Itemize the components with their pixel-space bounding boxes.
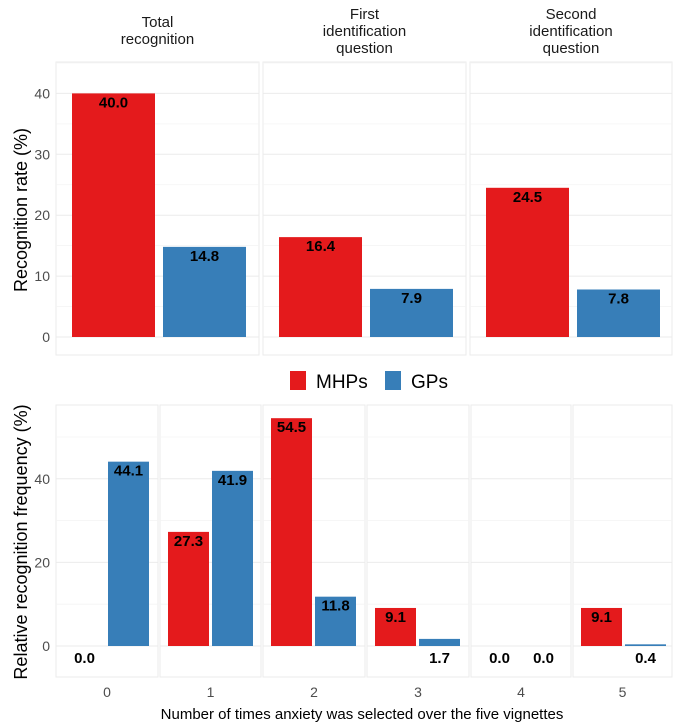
bottom-x-axis-title: Number of times anxiety was selected ove… bbox=[161, 706, 564, 723]
bottom-y-axis-title: Relative recognition frequency (%) bbox=[11, 404, 31, 679]
category-panel-2: 54.5 11.8 2 bbox=[262, 404, 366, 700]
bar-gps-3 bbox=[419, 638, 460, 646]
bottom-chart: 0.0 44.1 0 27.3 41.9 1 54.5 11.8 2 9.1 1.7 3 0.0 0.0 4… bbox=[34, 404, 673, 700]
data-label: 41.9 bbox=[218, 472, 247, 489]
data-label: 24.5 bbox=[513, 189, 542, 206]
data-label: 1.7 bbox=[429, 650, 450, 667]
y-tick-label: 20 bbox=[34, 207, 50, 223]
bar-mhps-2 bbox=[271, 418, 312, 646]
data-label: 0.0 bbox=[74, 650, 95, 667]
category-panel-0: 0.0 44.1 0 bbox=[55, 404, 159, 700]
data-label: 7.8 bbox=[608, 290, 629, 307]
panel-background bbox=[470, 404, 572, 678]
bar-gps-3 bbox=[577, 289, 660, 337]
y-tick-label: 40 bbox=[34, 85, 50, 101]
bar-mhps-3 bbox=[375, 607, 416, 646]
facet-panel-2: 16.4 7.9 First identification question bbox=[262, 6, 467, 356]
data-label: 9.1 bbox=[385, 609, 406, 626]
category-panel-1: 27.3 41.9 1 bbox=[159, 404, 262, 700]
category-panel-3: 9.1 1.7 3 bbox=[366, 404, 470, 700]
y-tick-label: 0 bbox=[42, 638, 50, 654]
y-tick-label: 40 bbox=[34, 471, 50, 487]
facet-strip-label: First identification question bbox=[323, 6, 406, 57]
bar-mhps-3 bbox=[486, 187, 569, 337]
bar-mhps-1 bbox=[72, 93, 155, 338]
data-label: 14.8 bbox=[190, 248, 219, 265]
top-chart: 40.0 14.8 Total recognition 16.4 7.9 First iden… bbox=[34, 6, 673, 356]
legend: MHPs GPs bbox=[290, 371, 448, 393]
category-panel-5: 9.1 0.4 5 bbox=[572, 404, 673, 700]
data-label: 54.5 bbox=[277, 419, 306, 436]
bar-mhps-5 bbox=[581, 607, 622, 646]
data-label: 27.3 bbox=[174, 533, 203, 550]
x-tick-label: 0 bbox=[103, 684, 111, 700]
data-label: 9.1 bbox=[591, 609, 612, 626]
bar-gps-1 bbox=[163, 246, 246, 337]
top-y-axis-title: Recognition rate (%) bbox=[11, 128, 31, 292]
data-label: 44.1 bbox=[114, 463, 143, 480]
facet-panel-3: 24.5 7.8 Second identification question bbox=[469, 6, 673, 356]
bar-gps-2 bbox=[370, 288, 453, 337]
data-label: 11.8 bbox=[321, 598, 349, 615]
bar-mhps-1 bbox=[168, 531, 209, 646]
y-tick-label: 0 bbox=[42, 329, 50, 345]
legend-label-gps: GPs bbox=[411, 372, 448, 393]
x-tick-label: 5 bbox=[619, 684, 627, 700]
legend-swatch-gps bbox=[385, 371, 401, 390]
legend-label-mhps: MHPs bbox=[316, 372, 368, 393]
data-label: 40.0 bbox=[99, 94, 128, 111]
y-tick-label: 10 bbox=[34, 268, 50, 284]
bar-gps-5 bbox=[625, 644, 666, 646]
x-tick-label: 3 bbox=[414, 684, 422, 700]
bar-mhps-2 bbox=[279, 237, 362, 337]
y-tick-label: 30 bbox=[34, 146, 50, 162]
data-label: 0.0 bbox=[489, 650, 510, 667]
y-tick-label: 20 bbox=[34, 554, 50, 570]
x-tick-label: 1 bbox=[207, 684, 215, 700]
bar-gps-2 bbox=[315, 596, 356, 646]
category-panel-4: 0.0 0.0 4 bbox=[470, 404, 572, 700]
legend-swatch-mhps bbox=[290, 371, 306, 390]
data-label: 16.4 bbox=[306, 238, 336, 255]
facet-panel-1: 40.0 14.8 Total recognition bbox=[55, 14, 260, 356]
data-label: 7.9 bbox=[401, 290, 422, 307]
data-label: 0.4 bbox=[635, 650, 657, 667]
x-tick-label: 4 bbox=[517, 684, 525, 700]
facet-strip-label: Total recognition bbox=[121, 14, 194, 48]
bar-gps-1 bbox=[212, 470, 253, 646]
data-label: 0.0 bbox=[533, 650, 554, 667]
x-tick-label: 2 bbox=[310, 684, 318, 700]
facet-strip-label: Second identification question bbox=[529, 6, 612, 57]
bar-gps-0 bbox=[108, 461, 149, 646]
